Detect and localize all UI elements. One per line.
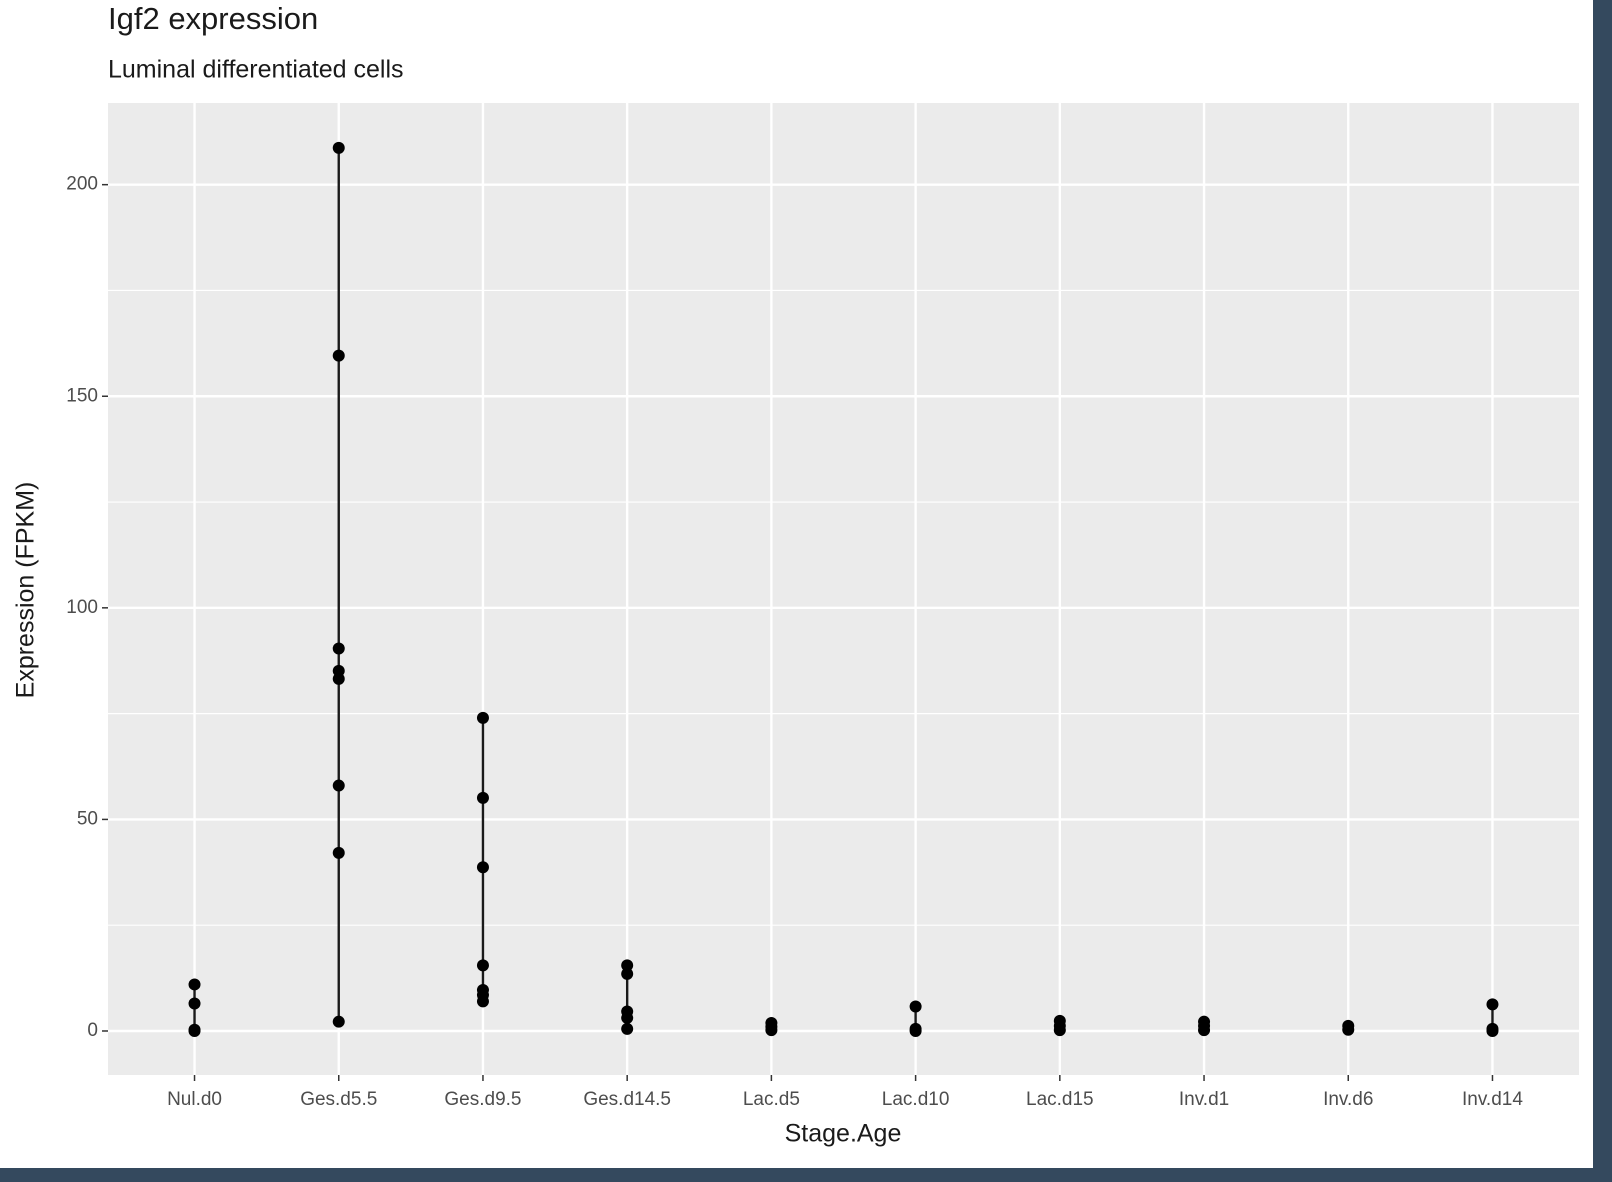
window-border: [1593, 0, 1612, 1182]
point: [621, 1011, 634, 1024]
x-tick-label: Ges.d14.5: [583, 1089, 671, 1110]
point: [188, 997, 201, 1010]
point: [1486, 998, 1499, 1011]
x-tick-label: Ges.d9.5: [444, 1089, 521, 1110]
point: [476, 995, 489, 1008]
y-axis-title: Expression (FPKM): [12, 482, 40, 699]
panel: [108, 103, 1579, 1075]
x-tick-label: Inv.d6: [1323, 1089, 1373, 1110]
point: [332, 846, 345, 859]
point: [476, 711, 489, 724]
point: [476, 861, 489, 874]
y-tick-label: 200: [66, 174, 98, 195]
x-tick-label: Ges.d5.5: [300, 1089, 377, 1110]
point: [332, 1015, 345, 1028]
point: [909, 1024, 922, 1037]
x-tick-label: Inv.d1: [1179, 1089, 1229, 1110]
point: [188, 1024, 201, 1037]
point: [1486, 1024, 1499, 1037]
point: [332, 349, 345, 362]
chart-title: Igf2 expression: [108, 1, 318, 36]
point: [476, 959, 489, 972]
x-tick-label: Lac.d15: [1026, 1089, 1094, 1110]
point: [621, 967, 634, 980]
x-tick-label: Nul.d0: [167, 1089, 222, 1110]
y-tick-label: 150: [66, 385, 98, 406]
point: [1053, 1024, 1066, 1037]
chart-subtitle: Luminal differentiated cells: [108, 56, 404, 84]
x-axis-title: Stage.Age: [785, 1120, 902, 1148]
y-tick-label: 50: [77, 808, 98, 829]
window-border: [0, 1168, 1612, 1182]
x-tick-label: Lac.d5: [743, 1089, 800, 1110]
point: [332, 642, 345, 655]
point: [765, 1024, 778, 1037]
x-tick-label: Inv.d14: [1462, 1089, 1523, 1110]
x-tick-label: Lac.d10: [882, 1089, 950, 1110]
y-tick-label: 0: [87, 1020, 98, 1041]
point: [332, 672, 345, 685]
point: [621, 1022, 634, 1035]
y-tick-label: 100: [66, 597, 98, 618]
point: [476, 791, 489, 804]
point: [332, 779, 345, 792]
point: [188, 978, 201, 991]
point: [332, 141, 345, 154]
point: [1342, 1023, 1355, 1036]
point: [621, 959, 634, 972]
point: [1198, 1024, 1211, 1037]
point: [909, 1000, 922, 1013]
